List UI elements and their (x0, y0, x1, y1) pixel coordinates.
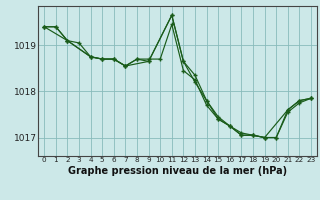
X-axis label: Graphe pression niveau de la mer (hPa): Graphe pression niveau de la mer (hPa) (68, 166, 287, 176)
